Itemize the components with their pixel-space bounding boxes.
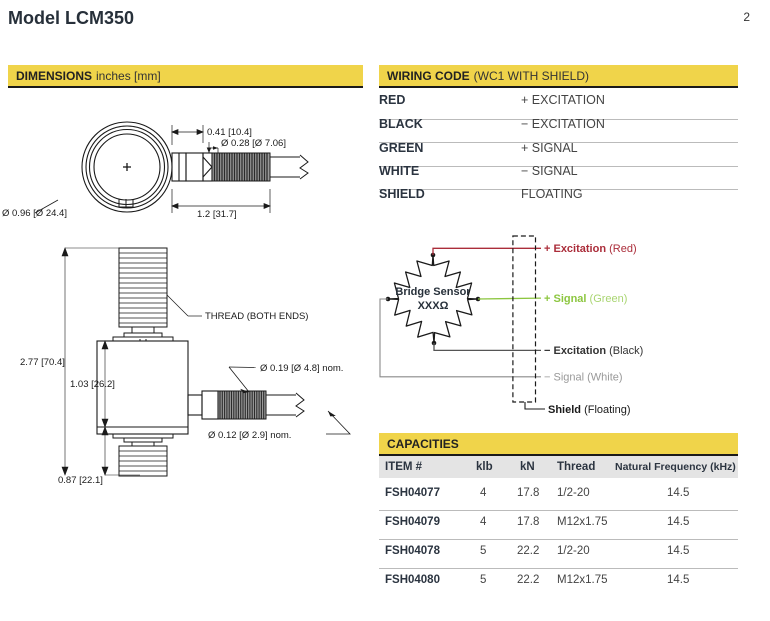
svg-text:XXXΩ: XXXΩ (418, 300, 449, 312)
svg-text:+ Excitation (Red): + Excitation (Red) (544, 243, 637, 255)
svg-text:THREAD (BOTH ENDS): THREAD (BOTH ENDS) (205, 311, 308, 322)
svg-text:1.2 [31.7]: 1.2 [31.7] (197, 209, 237, 220)
svg-text:Ø 0.12 [Ø 2.9] nom.: Ø 0.12 [Ø 2.9] nom. (208, 430, 291, 441)
svg-text:+ Signal (Green): + Signal (Green) (544, 293, 627, 305)
svg-text:Ø 0.19 [Ø 4.8] nom.: Ø 0.19 [Ø 4.8] nom. (260, 363, 343, 374)
svg-text:Ø 0.28 [Ø 7.06]: Ø 0.28 [Ø 7.06] (221, 138, 286, 149)
svg-text:Bridge Sensor: Bridge Sensor (395, 286, 471, 298)
svg-text:1.03 [26.2]: 1.03 [26.2] (70, 379, 115, 390)
svg-text:2.77 [70.4]: 2.77 [70.4] (20, 357, 65, 368)
svg-text:Ø 0.96 [Ø 24.4]: Ø 0.96 [Ø 24.4] (2, 208, 67, 219)
svg-text:− Excitation (Black): − Excitation (Black) (544, 345, 643, 357)
svg-text:0.41 [10.4]: 0.41 [10.4] (207, 127, 252, 138)
svg-text:0.87 [22.1]: 0.87 [22.1] (58, 475, 103, 486)
svg-text:Shield (Floating): Shield (Floating) (548, 404, 631, 416)
svg-text:− Signal (White): − Signal (White) (544, 372, 623, 384)
